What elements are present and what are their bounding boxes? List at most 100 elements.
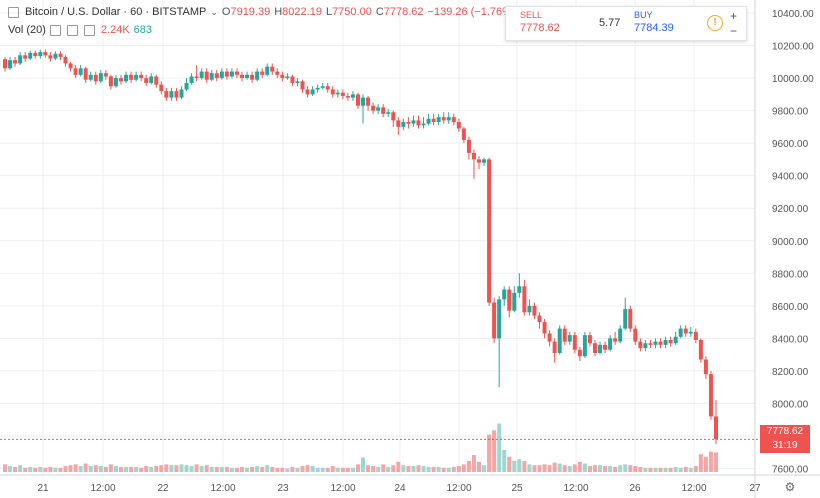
volume-bar <box>371 466 376 472</box>
candle-body <box>582 335 587 357</box>
candle-body <box>93 74 98 82</box>
candle-body <box>295 81 300 83</box>
candle-body <box>441 117 446 121</box>
volume-bar <box>451 466 456 472</box>
candle-body <box>209 73 214 80</box>
volume-bar <box>567 466 572 472</box>
candle-body <box>199 71 204 79</box>
x-tick-label: 26 <box>629 483 641 494</box>
volume-bar <box>129 466 134 472</box>
symbol-title[interactable]: Bitcoin / U.S. Dollar · 60 · BITSTAMP <box>25 6 207 18</box>
volume-bar <box>396 461 401 472</box>
candle-body <box>345 95 350 98</box>
candle-body <box>159 84 164 92</box>
ohlc-open: O7919.39 <box>222 6 270 18</box>
volume-bar <box>204 465 209 472</box>
candle-body <box>260 71 265 75</box>
candle-body <box>280 74 285 79</box>
y-tick-label: 9400.00 <box>772 172 809 183</box>
volume-bar <box>350 467 355 472</box>
volume-bar <box>33 467 38 472</box>
volume-bar <box>688 467 693 472</box>
volume-bar <box>401 465 406 472</box>
minus-button[interactable]: − <box>730 24 738 38</box>
candle-body <box>688 331 693 334</box>
candle-body <box>23 55 28 59</box>
candle-body <box>371 105 376 111</box>
candle-body <box>678 328 683 337</box>
candle-body <box>638 341 643 349</box>
volume-bar <box>265 465 270 472</box>
candle-body <box>250 74 255 80</box>
volume-bar <box>638 466 643 472</box>
volume-bar <box>416 465 421 472</box>
volume-bar <box>335 467 340 472</box>
volume-bar <box>73 464 78 472</box>
volume-bar <box>502 449 507 472</box>
ohlc-high-key: H <box>274 6 283 18</box>
volume-bar <box>219 466 224 472</box>
candle-body <box>572 335 577 350</box>
candle-body <box>169 91 174 98</box>
ohlc-close-key: C <box>375 6 384 18</box>
settings-icon[interactable] <box>66 24 78 36</box>
candle-body <box>234 71 239 75</box>
candle-body <box>240 74 244 79</box>
volume-label[interactable]: Vol (20) <box>8 24 46 36</box>
candle-body <box>214 73 219 79</box>
candle-body <box>330 89 335 95</box>
volume-bar <box>345 467 350 472</box>
candle-body <box>376 107 381 111</box>
candle-body <box>527 305 532 313</box>
candle-body <box>98 73 103 82</box>
chevron-down-icon[interactable]: ⌄ <box>210 6 218 17</box>
volume-bar <box>411 466 416 472</box>
candle-body <box>38 52 43 57</box>
volume-bar <box>552 462 557 472</box>
volume-bar <box>174 465 179 472</box>
y-tick-label: 9600.00 <box>772 139 809 150</box>
volume-bar <box>517 459 522 472</box>
volume-bar <box>355 464 360 472</box>
candle-body <box>28 52 33 59</box>
volume-bar <box>497 423 502 472</box>
candle-body <box>229 71 234 77</box>
candle-body <box>361 97 366 106</box>
eye-icon[interactable] <box>49 24 61 36</box>
collapse-icon[interactable] <box>8 6 19 18</box>
candle-body <box>290 76 295 83</box>
volume-bar <box>572 464 577 472</box>
buy-button[interactable]: BUY 7784.39 <box>634 10 674 34</box>
volume-ma-value: 683 <box>133 24 153 36</box>
candle-body <box>714 416 718 440</box>
countdown-tag: 31:19 <box>760 439 810 453</box>
sell-button[interactable]: SELL 7778.62 <box>520 10 560 34</box>
volume-bar <box>290 466 295 472</box>
candle-body <box>315 87 320 90</box>
candle-body <box>53 53 58 59</box>
volume-bar <box>587 466 592 472</box>
y-tick-label: 10200.00 <box>772 42 814 53</box>
gear-icon[interactable]: ⚙ <box>785 480 796 494</box>
volume-bar <box>522 460 527 472</box>
close-icon[interactable] <box>83 24 95 36</box>
y-tick-label: 8000.00 <box>772 399 809 410</box>
candle-body <box>355 94 360 106</box>
volume-bar <box>537 465 542 472</box>
volume-bar <box>310 466 315 472</box>
candle-body <box>129 74 134 80</box>
volume-bar <box>683 466 688 472</box>
candle-body <box>557 328 562 353</box>
candle-body <box>386 112 391 114</box>
plus-button[interactable]: + <box>730 9 738 23</box>
volume-value: 2.24K <box>100 24 130 36</box>
candle-body <box>673 336 678 344</box>
info-icon[interactable]: ! <box>707 15 723 31</box>
volume-bar <box>618 465 623 472</box>
volume-bar <box>194 464 199 472</box>
volume-bar <box>209 466 214 472</box>
volume-bar <box>98 466 103 472</box>
volume-bar <box>456 466 461 472</box>
candle-body <box>3 59 7 69</box>
